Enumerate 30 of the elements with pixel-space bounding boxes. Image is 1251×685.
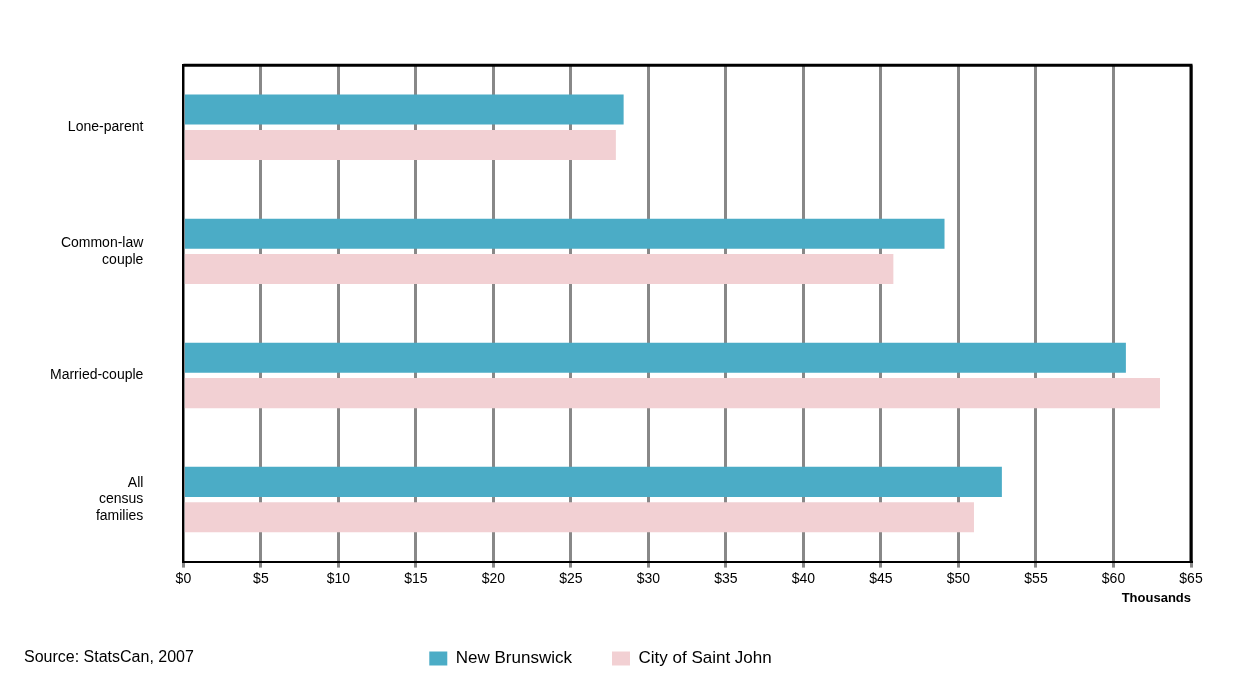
x-tick-label: $50 [946, 569, 971, 586]
x-tick-label: $60 [1101, 569, 1126, 586]
bar [184, 218, 945, 249]
bar [184, 502, 974, 533]
x-tick-label: $20 [481, 569, 506, 586]
x-tick-label: $45 [869, 569, 893, 586]
x-tick-label: $0 [175, 569, 192, 586]
x-tick-label: $35 [714, 569, 738, 586]
y-tick-label: All census families [95, 473, 144, 524]
bar [184, 378, 1160, 409]
x-tick-label: $10 [326, 569, 351, 586]
bar [184, 466, 1002, 497]
x-tick-label: $15 [404, 569, 428, 586]
y-tick-label: Married-couple [50, 366, 144, 383]
x-tick-label: $65 [1179, 569, 1203, 586]
bar [184, 129, 616, 160]
y-tick-label: Common-law couple [60, 233, 145, 267]
source-note: Source: StatsCan, 2007 [24, 648, 194, 666]
x-tick-label: $5 [253, 569, 269, 586]
x-tick-label: $55 [1024, 569, 1048, 586]
y-tick-label: Lone-parent [67, 118, 144, 135]
x-tick-label: $30 [636, 569, 661, 586]
legend-label: City of Saint John [638, 648, 772, 668]
x-tick-label: $40 [791, 569, 816, 586]
bar [184, 94, 624, 125]
x-tick-label: $25 [559, 569, 583, 586]
bar [184, 342, 1126, 373]
x-axis-title: Thousands [1121, 589, 1191, 605]
legend-label: New Brunswick [455, 648, 573, 668]
bar [184, 254, 894, 285]
